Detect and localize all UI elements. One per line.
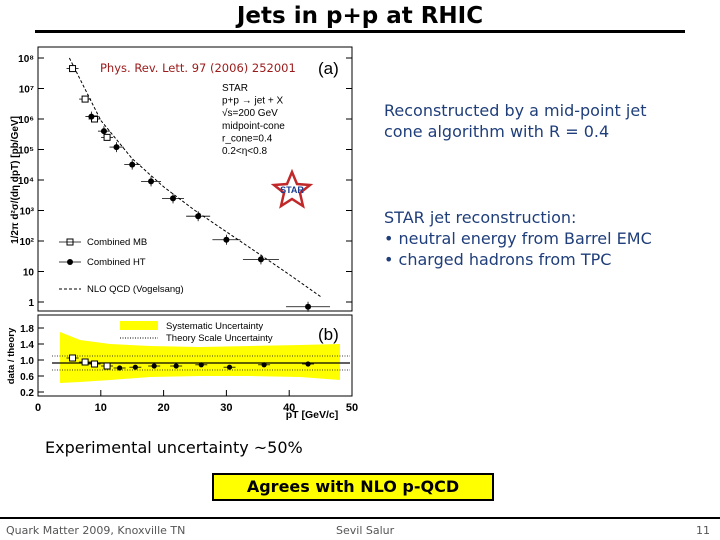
title-underline	[35, 30, 685, 33]
panel-b-x-tick-label: 10	[95, 402, 107, 414]
ratio-point-open	[69, 354, 77, 362]
panel-b-y-tick-label: 1.4	[20, 340, 34, 351]
legend-systematic-swatch	[120, 321, 158, 330]
ratio-point-open	[103, 362, 111, 370]
panel-a-label: (a)	[318, 59, 339, 78]
panel-b-y-ticks	[38, 327, 44, 393]
panel-a-y-tick-label: 1	[28, 298, 34, 309]
ratio-series	[66, 354, 315, 371]
panel-b-x-tick-labels: 0 10 20 30 40 50	[35, 402, 358, 414]
ratio-point-filled	[226, 364, 233, 370]
bullet-item: • neutral energy from Barrel EMC	[384, 229, 652, 248]
panel-a-frame	[37, 46, 353, 312]
legend-nlo-qcd: NLO QCD (Vogelsang)	[87, 284, 184, 295]
ht-point	[129, 161, 136, 168]
panel-b-frame	[37, 314, 353, 397]
nlo-theory-curve	[68, 57, 321, 298]
panel-a-y-axis-label: 1/2π d²σ/(dη dpT) [pb/GeV]	[10, 116, 21, 244]
panel-b-y-tick-label: 0.2	[20, 388, 34, 399]
panel-a-y-tick-label: 10⁵	[18, 146, 34, 157]
legend-combined-ht: Combined HT	[87, 257, 146, 268]
panel-b-y-tick-label: 1.8	[20, 324, 34, 335]
agreement-callout: Agrees with NLO p-QCD	[212, 473, 494, 501]
mb-point	[81, 95, 89, 103]
legend-theory-scale: Theory Scale Uncertainty	[166, 333, 273, 344]
panel-a-annotation-line: 0.2<η<0.8	[222, 146, 267, 157]
panel-a-annotation-line: √s=200 GeV	[222, 107, 278, 119]
panel-b-x-tick-label: 0	[35, 402, 41, 414]
ratio-point-filled	[173, 363, 179, 369]
slide-title: Jets in p+p at RHIC	[236, 3, 484, 29]
text-block: Reconstructed by a mid-point jet cone al…	[384, 100, 684, 270]
combined-mb-series	[66, 65, 114, 141]
ratio-point-open	[81, 358, 89, 366]
ht-point	[195, 213, 202, 220]
experimental-uncertainty-note: Experimental uncertainty ~50%	[45, 438, 303, 457]
panel-a-y-tick-labels: 10⁸ 10⁷ 10⁶ 10⁵ 10⁴ 10³ 10² 10 1	[18, 54, 35, 309]
ratio-point-filled	[198, 362, 204, 368]
bullet-text-emc: neutral energy from Barrel EMC	[398, 229, 652, 248]
panel-b-y-tick-label: 1.0	[20, 356, 34, 367]
ratio-point-filled	[151, 363, 157, 369]
panel-b-x-tick-label: 40	[283, 402, 295, 414]
ht-point	[305, 303, 312, 310]
panel-b-y-axis-label: data / theory	[6, 327, 17, 384]
panel-b-y-tick-labels: 1.8 1.4 1.0 0.6 0.2	[20, 324, 34, 399]
panel-a-annotation-line: midpoint-cone	[222, 121, 285, 132]
star-logo-text: STAR	[280, 185, 304, 195]
intro-line-2: cone algorithm with R = 0.4	[384, 122, 610, 141]
footer-page-number: 11	[696, 524, 710, 537]
panel-a-legend: Combined MB Combined HT NLO QCD (Vogelsa…	[59, 237, 184, 295]
footer-author: Sevil Salur	[336, 524, 395, 537]
panel-a-y-tick-label: 10⁴	[18, 176, 34, 187]
panel-b-label: (b)	[318, 325, 339, 344]
mb-point	[69, 65, 77, 73]
ht-point	[113, 144, 120, 151]
x-axis-label: pT [GeV/c]	[286, 409, 339, 420]
bullet-item: • charged hadrons from TPC	[384, 250, 612, 269]
ht-point	[223, 236, 230, 243]
ratio-point-open	[91, 360, 99, 368]
panel-a-annotation-line: STAR	[222, 83, 248, 94]
footer-conference: Quark Matter 2009, Knoxville TN	[6, 524, 186, 537]
ratio-point-filled	[261, 362, 267, 368]
nlo-curve-line	[68, 57, 321, 298]
panel-b-x-tick-label: 30	[220, 402, 232, 414]
star-logo-icon: STAR	[270, 168, 314, 209]
cross-section-figure: 10⁸ 10⁷ 10⁶ 10⁵ 10⁴ 10³ 10² 10 1 1/2π d²σ/(dη dp…	[6, 46, 358, 420]
panel-b-x-ticks	[37, 390, 353, 396]
panel-a-annotation-line: r_cone=0.4	[222, 133, 273, 144]
ht-point	[257, 256, 264, 263]
panel-a-y-tick-label: 10⁶	[18, 115, 34, 126]
panel-b-x-tick-label: 20	[157, 402, 169, 414]
panel-a-y-ticks	[38, 57, 352, 303]
ht-point	[100, 128, 107, 135]
panel-a-y-tick-label: 10⁷	[19, 85, 34, 96]
ht-point	[88, 113, 95, 120]
ratio-point-filled	[305, 361, 311, 367]
citation: Phys. Rev. Lett. 97 (2006) 252001	[100, 61, 296, 75]
panel-a-y-tick-label: 10²	[20, 237, 35, 248]
combined-ht-series	[85, 111, 331, 312]
panel-a-annotation-line: p+p → jet + X	[222, 96, 283, 107]
ht-point	[170, 195, 177, 202]
mb-point	[103, 133, 111, 141]
legend-systematic: Systematic Uncertainty	[166, 321, 263, 332]
ht-point	[148, 178, 155, 185]
ratio-point-filled	[117, 365, 123, 371]
bullet-text-tpc: charged hadrons from TPC	[398, 250, 612, 269]
panel-a-y-tick-label: 10	[23, 268, 35, 279]
panel-a-annotation: STAR p+p → jet + X√s=200 GeV midpoint-cone…	[222, 83, 285, 157]
reco-heading: STAR jet reconstruction:	[384, 208, 577, 227]
panel-b-x-tick-label: 50	[346, 402, 358, 414]
panel-a-y-tick-label: 10⁸	[18, 54, 34, 65]
legend-combined-mb: Combined MB	[87, 237, 147, 248]
footer-rule	[0, 517, 720, 519]
intro-line-1: Reconstructed by a mid-point jet	[384, 101, 647, 120]
panel-b-y-tick-label: 0.6	[20, 372, 34, 383]
ratio-point-filled	[132, 364, 138, 370]
panel-a-y-tick-label: 10³	[20, 207, 35, 218]
